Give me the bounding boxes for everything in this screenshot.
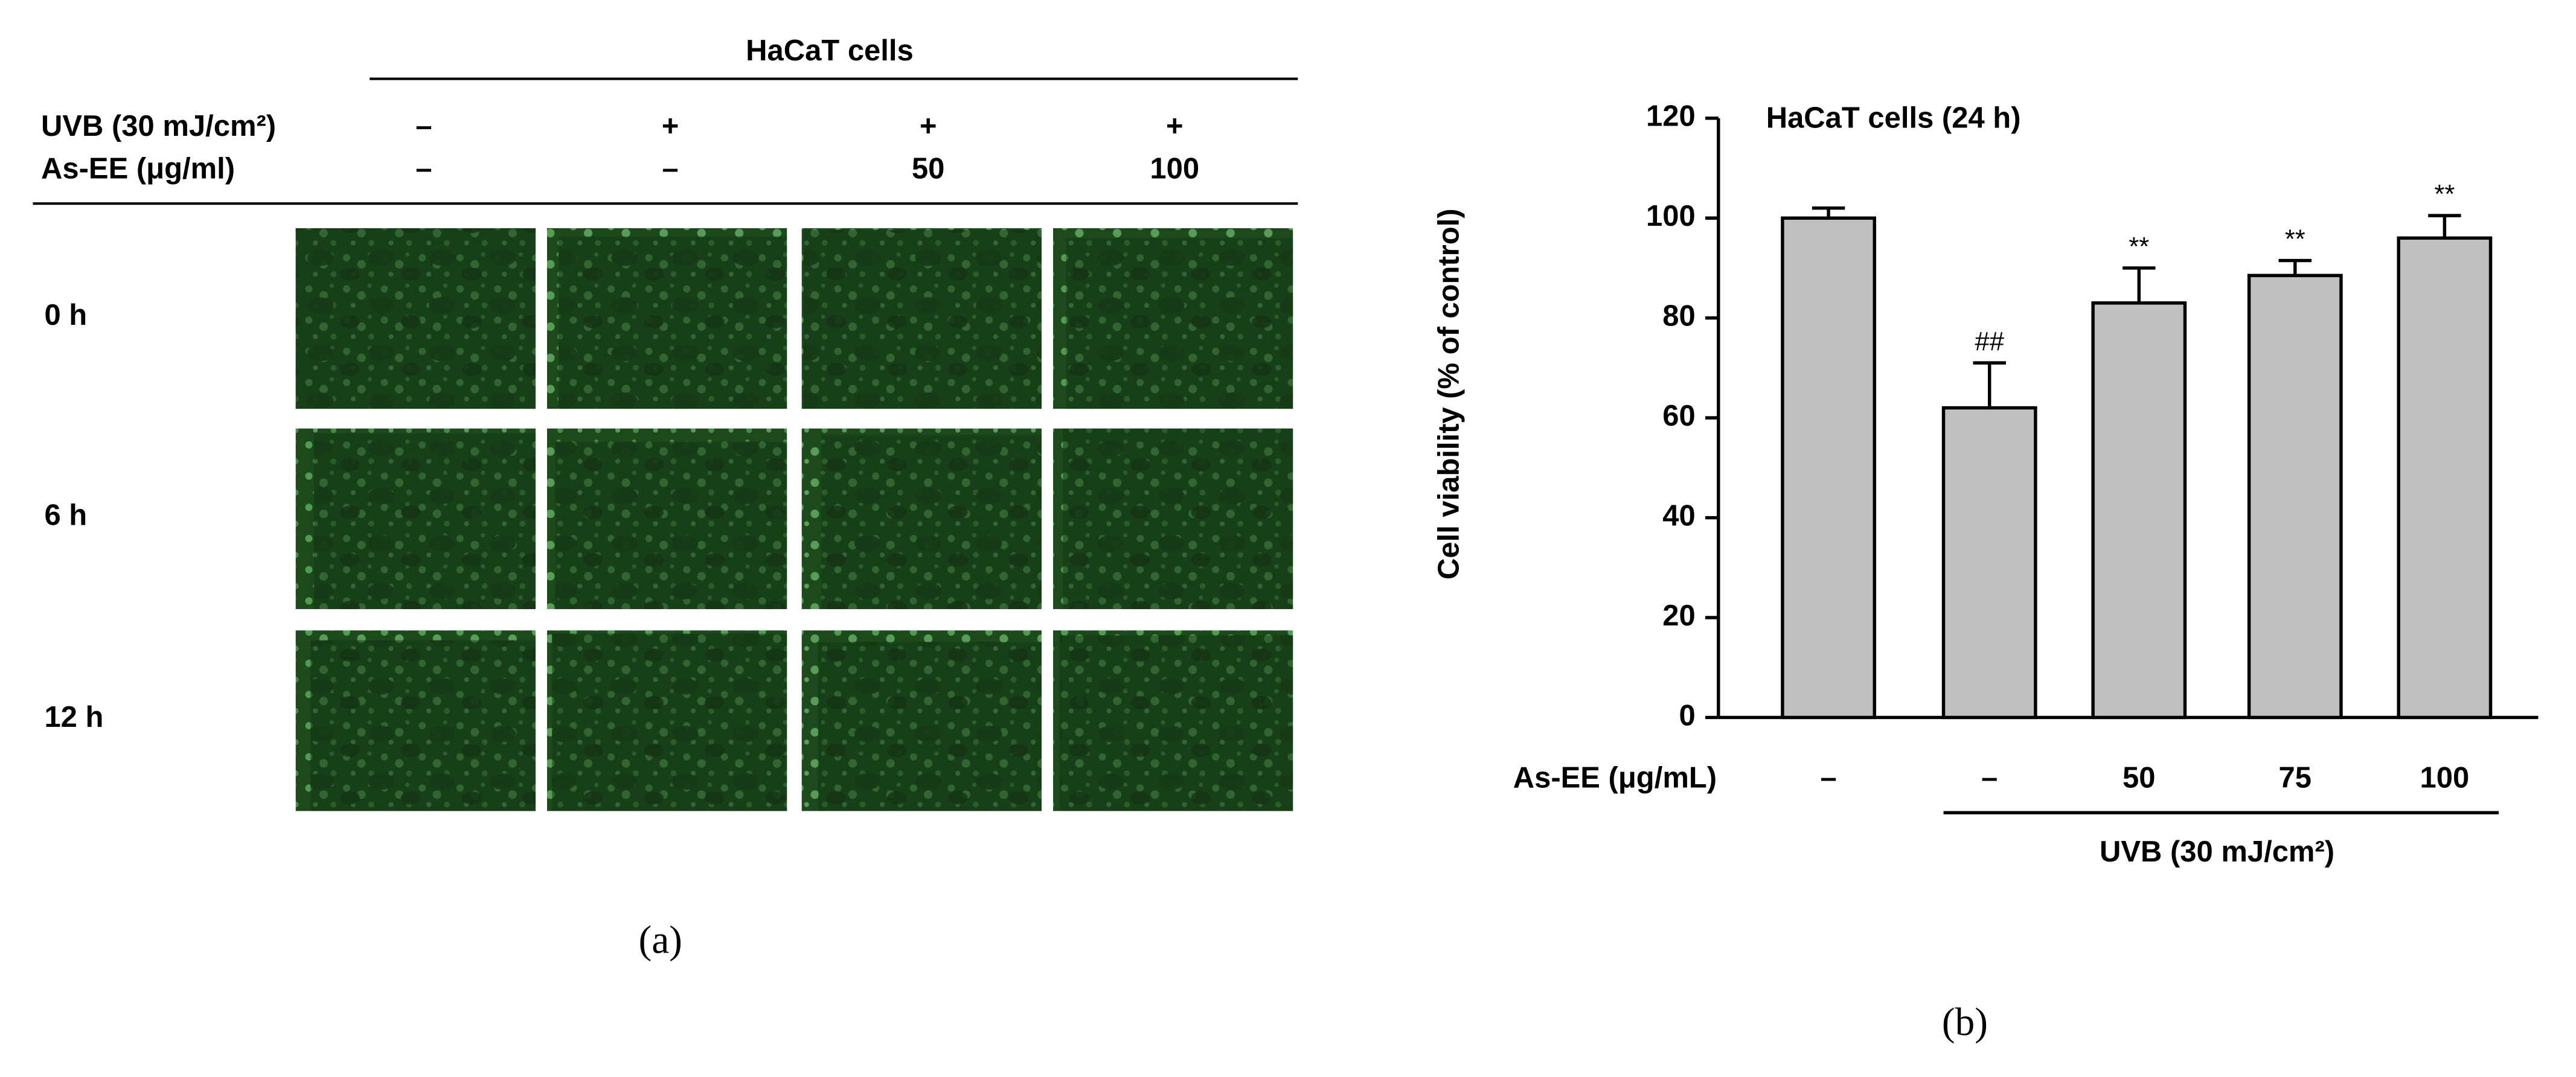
bar [1941, 406, 2037, 720]
condition-label: As-EE (μg/ml) [41, 153, 235, 185]
condition-value: – [662, 153, 678, 185]
y-tick-label: 120 [1646, 100, 1696, 133]
y-tick-label: 40 [1662, 499, 1695, 532]
condition-value: 100 [1150, 153, 1199, 185]
micrograph-shade [818, 642, 1042, 811]
group-label: UVB (30 mJ/cm²) [2100, 836, 2334, 868]
x-tick-label: – [1820, 762, 1836, 794]
micrograph-shade [1066, 238, 1293, 409]
bar [1781, 216, 1876, 720]
micrograph-shade [552, 633, 787, 811]
bar [2397, 236, 2493, 720]
micrograph-shade [1063, 428, 1293, 609]
condition-value: + [1166, 110, 1184, 142]
micrograph-shade [1059, 635, 1293, 811]
y-tick-label: 60 [1662, 400, 1695, 432]
micrograph-shade [803, 229, 1042, 409]
panel-label: (a) [638, 919, 682, 962]
panel-label: (b) [1942, 1001, 1988, 1044]
x-tick-label: 100 [2420, 762, 2469, 794]
micrograph-shade [310, 640, 536, 811]
micrograph-shade [313, 433, 536, 609]
bar [2247, 273, 2343, 720]
condition-value: + [920, 110, 937, 142]
condition-value: + [662, 110, 679, 142]
significance-label: ** [2434, 180, 2455, 209]
y-tick-label: 0 [1679, 699, 1695, 732]
panel-a-title: HaCaT cells [746, 34, 914, 67]
time-label: 12 h [44, 701, 103, 733]
x-tick-label: 50 [2123, 762, 2155, 794]
bar [2091, 301, 2187, 720]
chart-title: HaCaT cells (24 h) [1766, 101, 2021, 134]
condition-value: – [415, 110, 432, 142]
y-tick-label: 20 [1662, 599, 1695, 632]
x-tick-label: 75 [2279, 762, 2312, 794]
micrograph-shade [559, 236, 787, 409]
significance-label: ## [1975, 327, 2004, 356]
x-tick-label: – [1981, 762, 1998, 794]
condition-value: 50 [912, 153, 944, 185]
condition-value: – [415, 153, 432, 185]
micrograph-shade [295, 228, 536, 409]
x-axis-label: As-EE (μg/mL) [1513, 762, 1717, 794]
y-tick-label: 100 [1646, 200, 1696, 232]
time-label: 0 h [44, 299, 87, 331]
significance-label: ** [2129, 232, 2149, 261]
significance-label: ** [2285, 225, 2305, 254]
micrograph-shade [555, 441, 787, 609]
condition-label: UVB (30 mJ/cm²) [41, 110, 276, 142]
y-tick-label: 80 [1662, 300, 1695, 333]
y-axis-label: Cell viability (% of control) [1432, 208, 1465, 580]
time-label: 6 h [44, 499, 87, 532]
micrograph-shade [821, 435, 1042, 609]
